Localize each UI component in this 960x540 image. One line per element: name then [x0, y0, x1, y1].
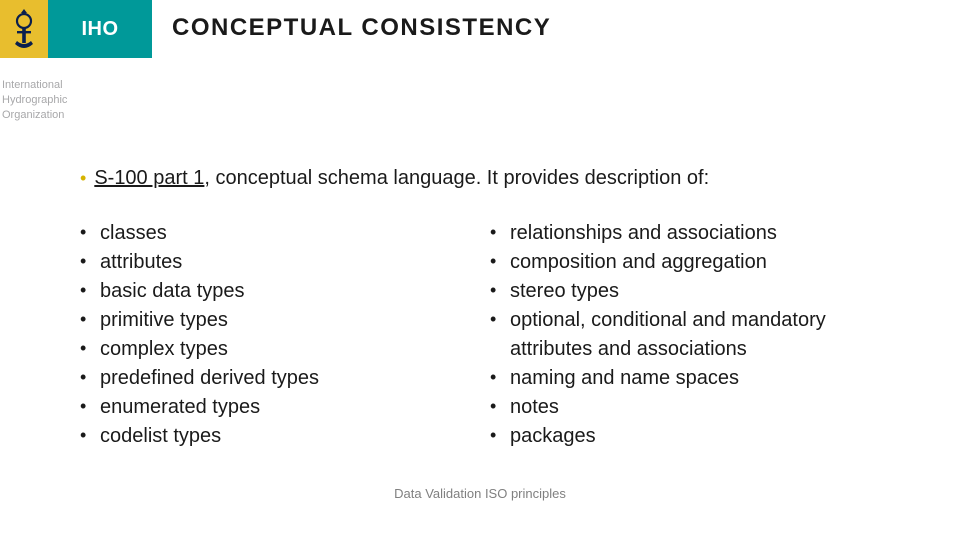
list-item: enumerated types [80, 393, 490, 422]
org-name: International Hydrographic Organization [2, 78, 67, 123]
list-item: stereo types [490, 277, 900, 306]
list-item: primitive types [80, 306, 490, 335]
list-item: codelist types [80, 422, 490, 451]
list-item: complex types [80, 335, 490, 364]
list-item: predefined derived types [80, 364, 490, 393]
right-column: relationships and associationscompositio… [490, 219, 900, 451]
intro-rest: , conceptual schema language. It provide… [204, 167, 709, 189]
list-item: packages [490, 422, 900, 451]
intro-link[interactable]: S-100 part 1 [94, 167, 204, 189]
list-item: notes [490, 393, 900, 422]
list-item: attributes [80, 248, 490, 277]
list-item: composition and aggregation [490, 248, 900, 277]
list-item: optional, conditional and mandatory attr… [490, 306, 900, 364]
brand-abbr: IHO [48, 18, 152, 41]
crest-icon [0, 0, 48, 58]
org-line: Organization [2, 109, 64, 121]
slide-title: CONCEPTUAL CONSISTENCY [172, 14, 551, 42]
bullet-icon: • [80, 168, 86, 188]
footer-text: Data Validation ISO principles [0, 486, 960, 501]
list-item: classes [80, 219, 490, 248]
intro-line: • S-100 part 1, conceptual schema languag… [80, 167, 709, 190]
left-column: classesattributesbasic data typesprimiti… [80, 219, 490, 451]
columns: classesattributesbasic data typesprimiti… [80, 219, 900, 451]
brand-block: IHO [0, 0, 152, 58]
org-line: Hydrographic [2, 94, 67, 106]
org-line: International [2, 79, 63, 91]
list-item: naming and name spaces [490, 364, 900, 393]
slide: IHO CONCEPTUAL CONSISTENCY International… [0, 0, 960, 540]
list-item: basic data types [80, 277, 490, 306]
list-item: relationships and associations [490, 219, 900, 248]
